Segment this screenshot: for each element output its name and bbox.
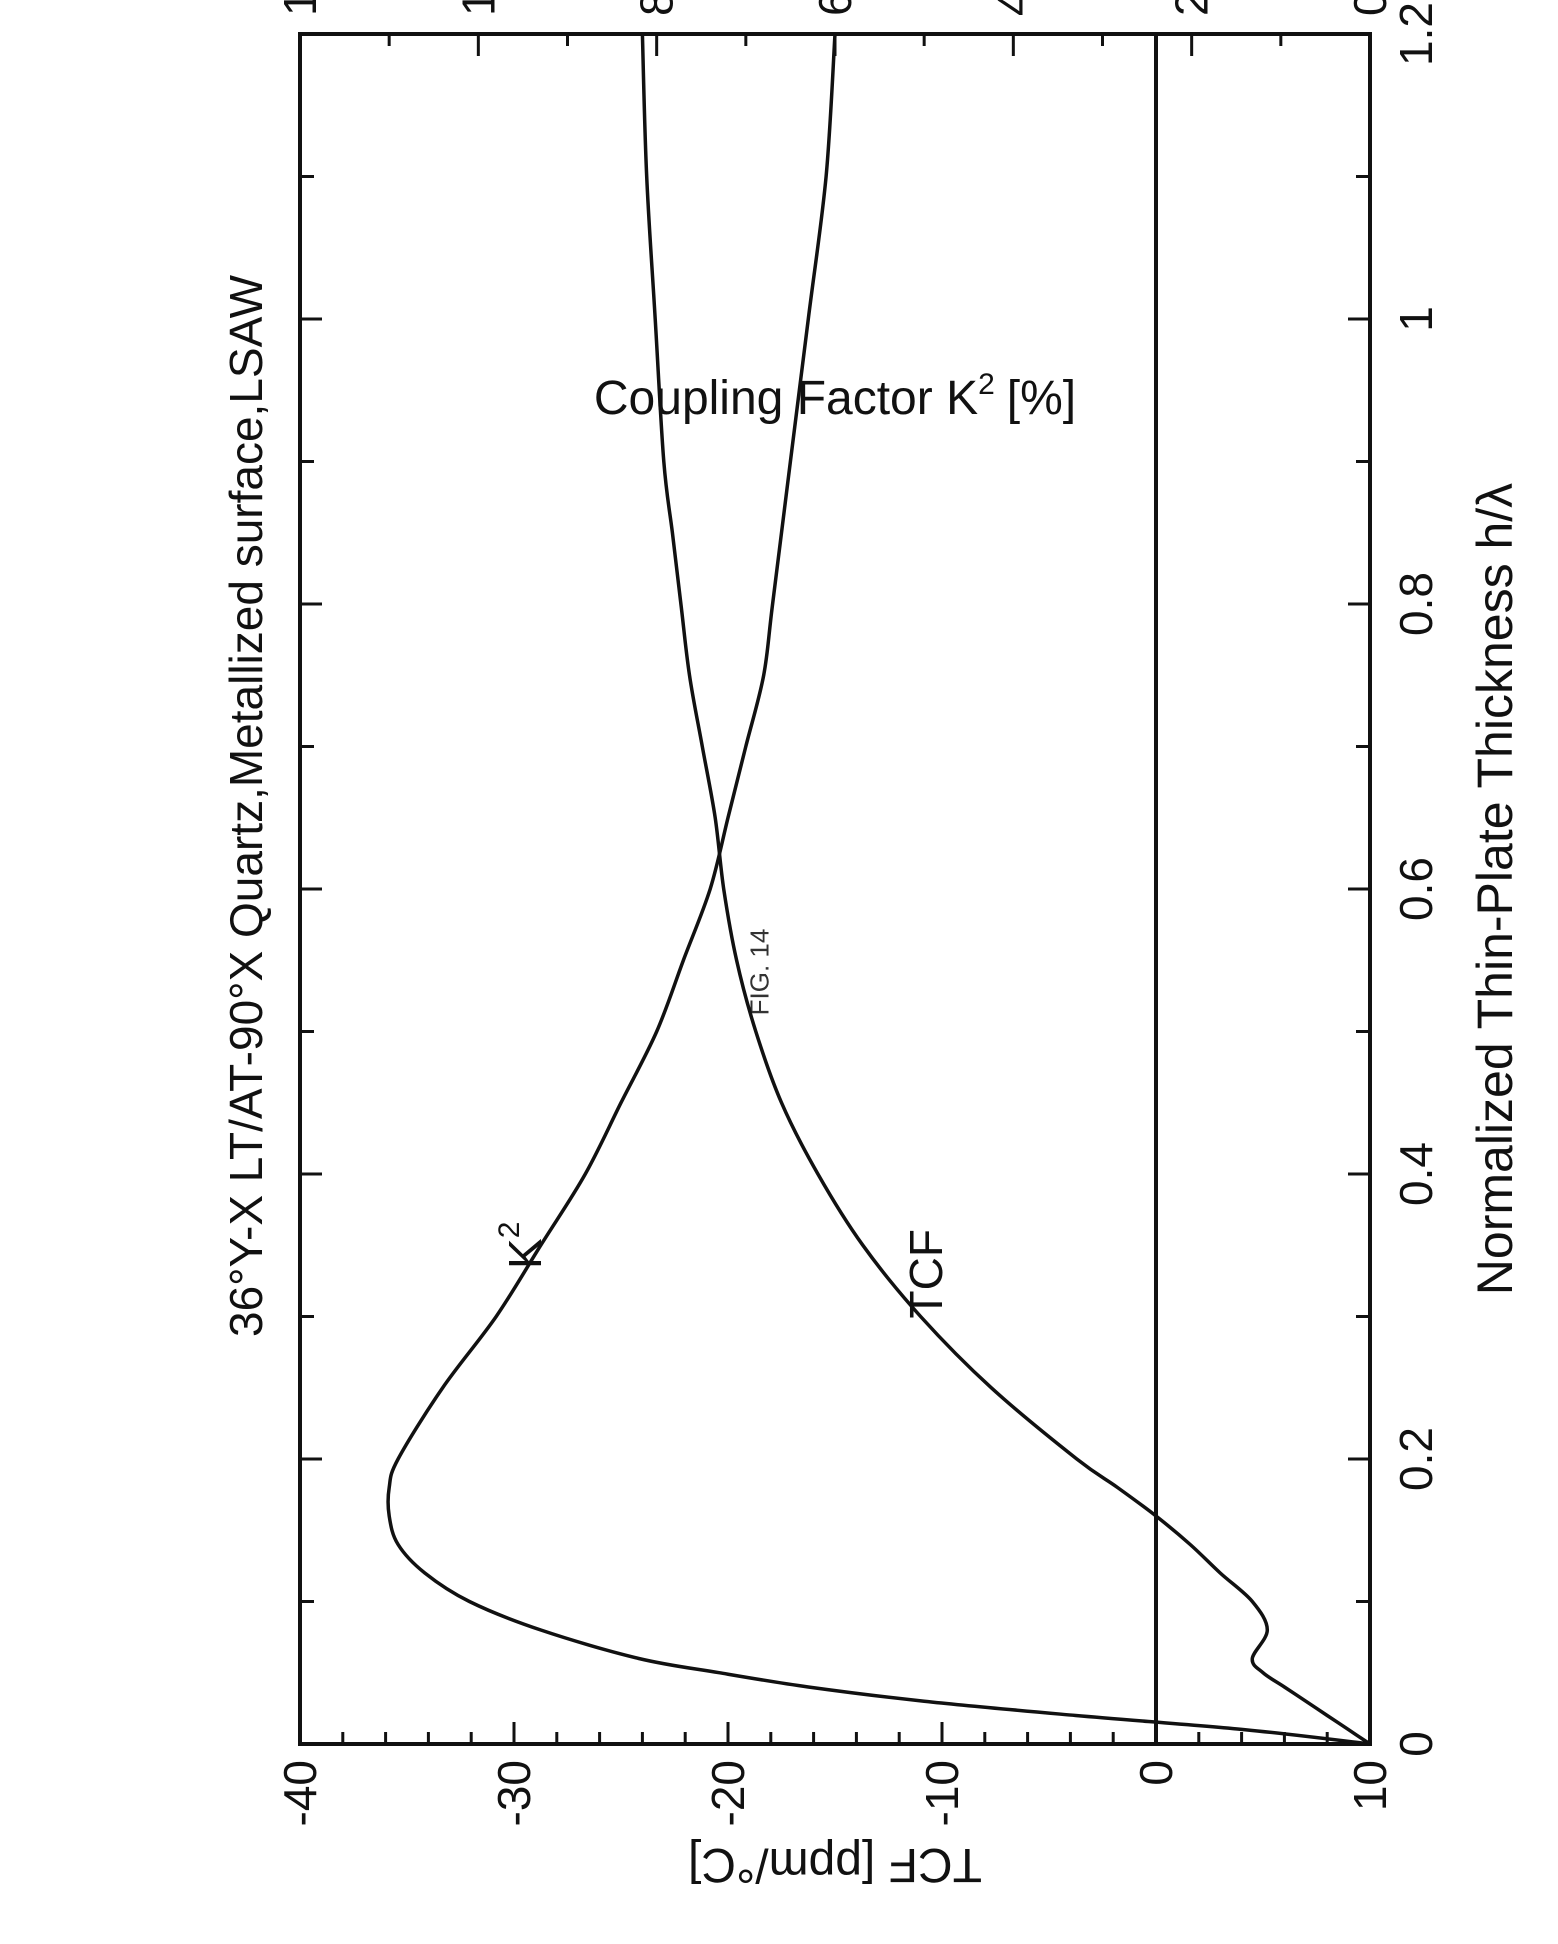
x-tick-label: 1 bbox=[1390, 306, 1442, 332]
y-left-tick-label: -20 bbox=[702, 1760, 754, 1826]
y-right-tick-label: 4 bbox=[987, 0, 1039, 16]
series-label-tcf: TCF bbox=[900, 1229, 952, 1318]
chart-title: 36°Y-X LT/AT-90°X Quartz,Metallized surf… bbox=[220, 274, 272, 1337]
series-layer bbox=[386, 33, 1371, 1746]
y-left-axis-label: TCF [ppm/°C] bbox=[688, 1838, 982, 1891]
y-right-label-sup: 2 bbox=[978, 368, 995, 401]
x-axis-label: Normalized Thin-Plate Thickness h/λ bbox=[1467, 483, 1523, 1295]
x-tick-label: 0.8 bbox=[1390, 572, 1442, 636]
series-line-tcf bbox=[640, 33, 1371, 1746]
x-tick-label: 1.2 bbox=[1390, 2, 1442, 66]
x-tick-label: 0.4 bbox=[1390, 1142, 1442, 1206]
y-right-tick-label: 2 bbox=[1166, 0, 1218, 16]
y-right-tick-label: 10 bbox=[452, 0, 504, 16]
series-line-k bbox=[386, 33, 1371, 1746]
y-right-tick-label: 8 bbox=[631, 0, 683, 16]
series-labels: K2 TCF bbox=[493, 1222, 952, 1319]
y-left-tick-label: 0 bbox=[1130, 1760, 1182, 1786]
y-right-tick-label: 0 bbox=[1344, 0, 1396, 16]
series-label-k: K2 bbox=[493, 1222, 551, 1269]
y-right-label-main: Coupling Factor K bbox=[594, 372, 978, 425]
series-label-sup: 2 bbox=[493, 1222, 526, 1239]
y-left-tick-label: -40 bbox=[274, 1760, 326, 1826]
y-left-tick-label: 10 bbox=[1344, 1760, 1396, 1811]
x-tick-labels: 0 0.2 0.4 0.6 0.8 1 1.2 bbox=[1390, 2, 1442, 1757]
y-right-axis-label: Coupling Factor K2 [%] bbox=[594, 368, 1076, 425]
x-tick-label: 0 bbox=[1390, 1731, 1442, 1757]
y-left-tick-label: -10 bbox=[916, 1760, 968, 1826]
x-tick-label: 0.2 bbox=[1390, 1427, 1442, 1491]
y-right-tick-labels: 0 2 4 6 8 10 12 bbox=[274, 0, 1396, 16]
y-left-tick-label: -30 bbox=[488, 1760, 540, 1826]
tick-marks bbox=[298, 32, 1372, 1746]
x-tick-label: 0.6 bbox=[1390, 857, 1442, 921]
y-right-tick-label: 12 bbox=[274, 0, 326, 16]
plot-frame bbox=[298, 32, 1372, 1746]
y-left-tick-labels: 10 0 -10 -20 -30 -40 bbox=[274, 1760, 1396, 1826]
y-right-tick-label: 6 bbox=[809, 0, 861, 16]
y-right-label-unit: [%] bbox=[1007, 372, 1076, 425]
